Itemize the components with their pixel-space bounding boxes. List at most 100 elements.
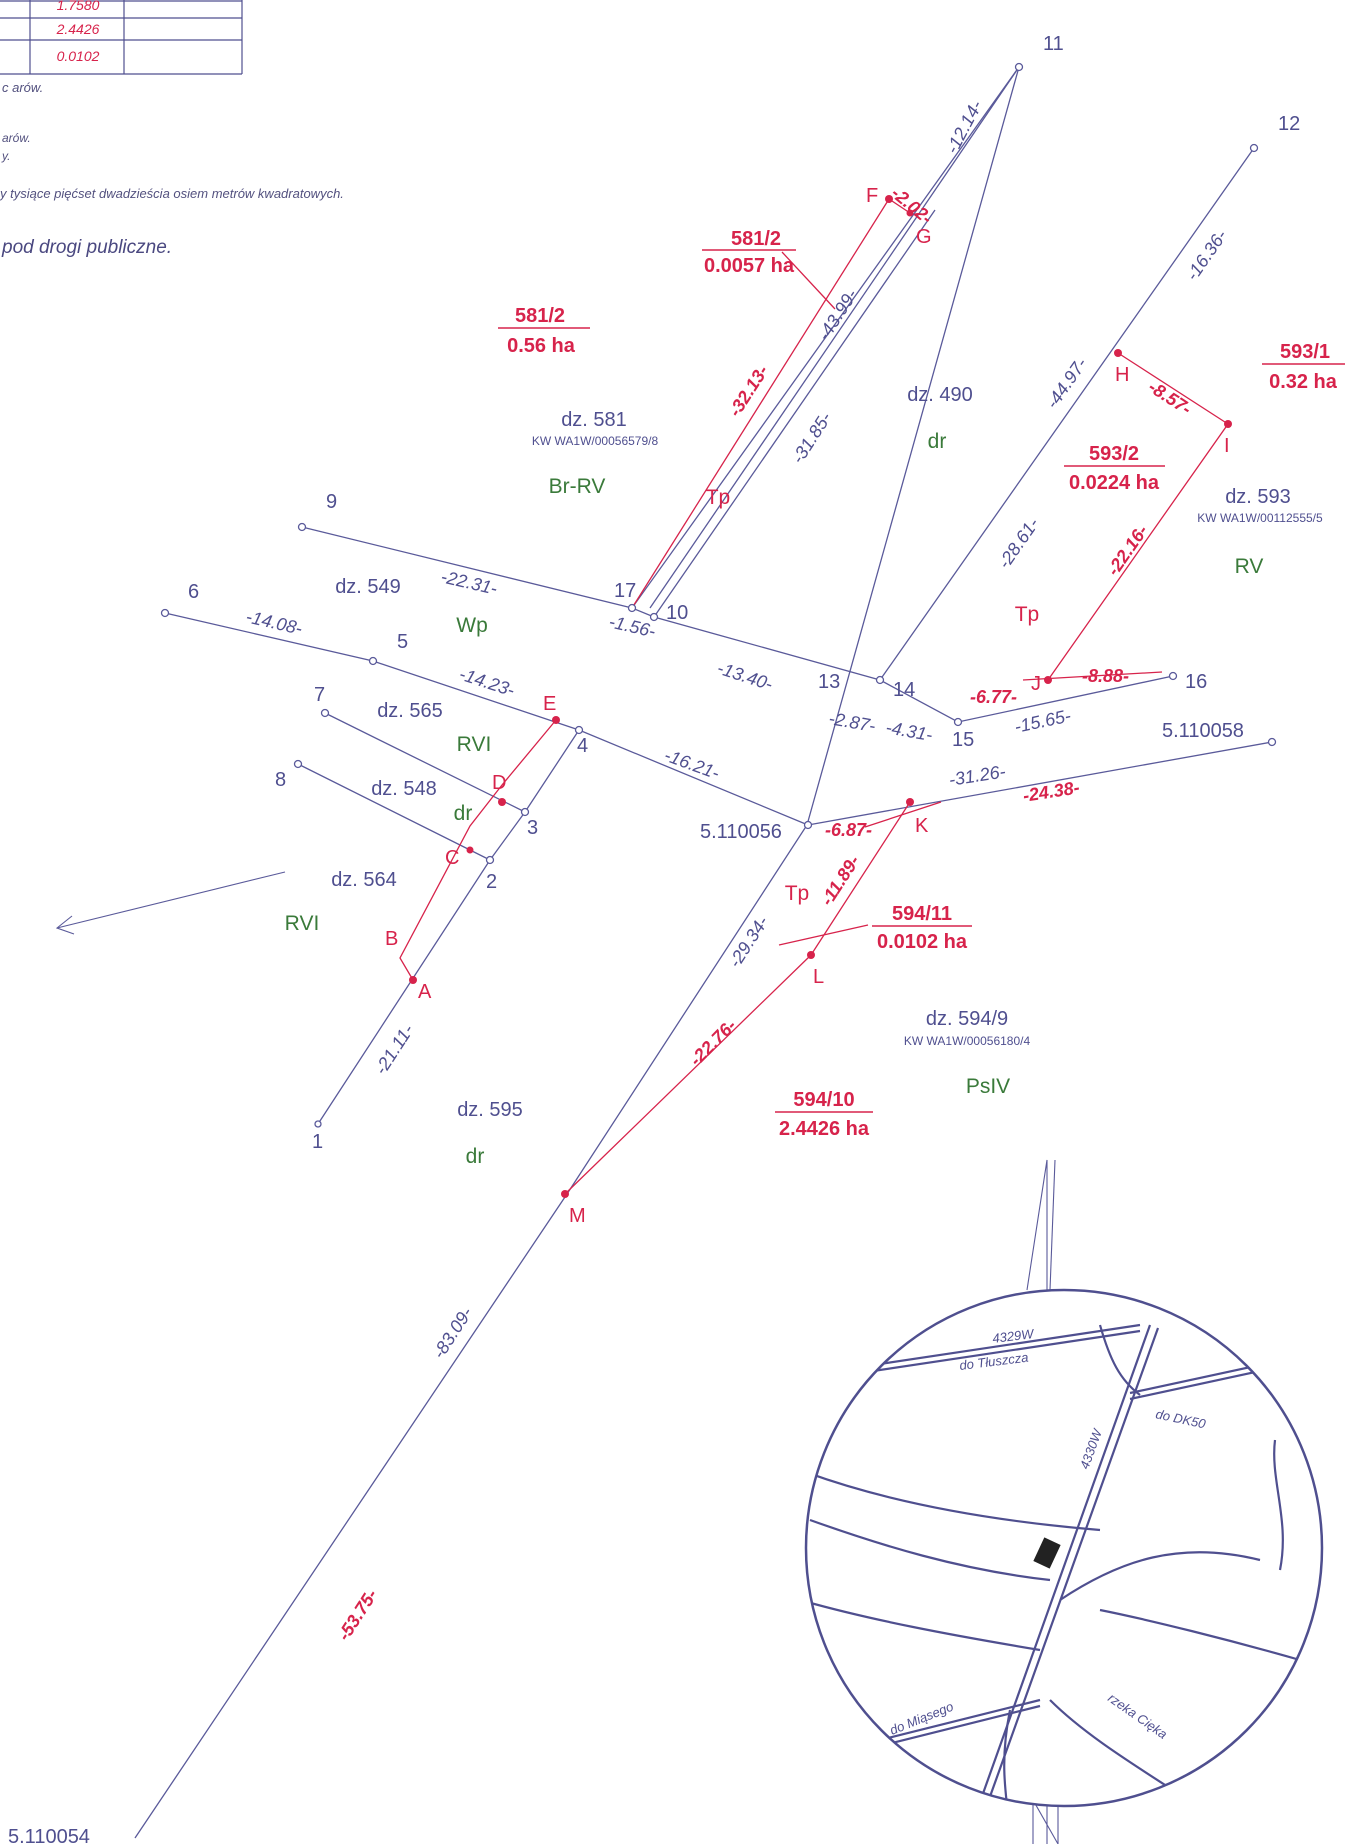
geodetic-point-label: 5.110056 [700,821,782,843]
distance-label: -4.31- [884,717,934,745]
parcel-number: 581/2 [515,305,565,327]
new-distance-label: -22.76- [686,1015,740,1069]
parcel-area: 0.32 ha [1269,371,1338,393]
table-value: 2.4426 [56,21,100,37]
distance-label: -12.14- [942,97,986,157]
new-distance-label: -6.77- [970,687,1017,707]
point-label: 15 [952,729,974,751]
survey-point [320,708,330,718]
land-class-label: RV [1235,555,1264,578]
distance-label: -21.11- [371,1021,418,1079]
new-point [885,195,893,203]
survey-point [160,608,170,618]
parcel-number: 594/11 [892,903,952,925]
land-class-label: Wp [456,614,488,637]
parcel-area: 0.0057 ha [704,255,795,277]
survey-point [1168,671,1178,681]
point-letter: L [813,966,824,988]
distance-label: -16.21- [662,745,722,783]
area-table [0,0,243,75]
distance-label: -83.09- [429,1303,477,1362]
lot-label: dz. 595 [457,1099,523,1121]
distance-label: -28.61- [994,514,1043,572]
new-point [1114,349,1122,357]
point-letter: C [445,847,459,869]
land-use-label: Tp [1015,603,1040,626]
survey-point [953,717,963,727]
new-point [807,951,815,959]
north-arrow [1026,1159,1059,1844]
point-letter: I [1224,435,1230,457]
point-label: 13 [818,671,840,693]
land-class-label: RVI [457,733,492,756]
note-line: y. [1,149,10,163]
survey-point [314,1120,322,1128]
table-value: 1.7580 [57,0,100,13]
distance-label: -22.31- [439,566,499,598]
new-distance-label: -24.38- [1021,777,1080,806]
point-letter: F [866,185,878,207]
new-point [906,209,914,217]
geodetic-point-label: 5.110054 [8,1826,90,1844]
parcel-number: 594/10 [793,1089,854,1111]
point-label: 11 [1043,33,1064,55]
survey-point [803,820,813,830]
new-distance-label: -11.89- [817,852,864,910]
distance-label: -31.85- [788,408,836,467]
new-distance-label: -6.87- [825,820,872,840]
land-class-label: Br-RV [549,475,606,498]
new-point [1224,420,1232,428]
distance-label: -44.97- [1042,354,1091,412]
survey-point [875,675,885,685]
point-label: 5 [397,631,408,653]
new-distance-label: -53.75- [334,1585,382,1644]
new-point [552,716,560,724]
note-line: pod drogi publiczne. [1,237,172,258]
lot-label: dz. 564 [331,869,397,891]
land-class-label: PsIV [966,1075,1010,1098]
new-point [498,798,506,806]
new-point [906,798,914,806]
new-points [409,195,1232,1198]
point-label: 12 [1278,113,1300,135]
lot-label: dz. 549 [335,576,401,598]
land-class-label: dr [466,1145,485,1168]
lot-label: dz. 548 [371,778,437,800]
road-label: 4329W [992,1326,1036,1346]
survey-point [1014,62,1024,72]
point-letter: M [569,1205,586,1227]
land-register-label: KW WA1W/00056180/4 [904,1034,1031,1048]
land-class-label: dr [928,430,947,453]
point-label: 9 [326,491,337,513]
point-letter: D [492,772,506,794]
point-label: 16 [1185,671,1207,693]
new-point [409,976,417,984]
point-label: 8 [275,769,286,791]
new-point [561,1190,569,1198]
lot-label: dz. 490 [907,384,973,406]
point-letter: G [916,226,932,248]
new-distance-label: -32.13- [725,361,773,420]
point-letter: A [418,981,432,1003]
survey-point [649,612,659,622]
point-letter: J [1031,673,1041,695]
land-class-label: dr [454,802,473,825]
new-distance-label: -8.57- [1145,377,1195,419]
survey-point [293,759,303,769]
survey-point [485,855,495,865]
land-use-label: Tp [785,882,810,905]
new-point [1044,676,1052,684]
new-distance-label: -2.02- [887,183,936,229]
point-label: 17 [614,580,636,602]
parcel-area: 0.0102 ha [877,931,968,953]
survey-point [627,603,637,613]
new-distance-label: -8.88- [1082,666,1129,686]
point-label: 1 [312,1131,323,1153]
survey-point [1249,143,1259,153]
table-value: 0.0102 [57,48,100,64]
survey-point [1267,737,1277,747]
point-label: 4 [577,735,588,757]
distance-label: -14.23- [457,664,517,701]
point-letter: H [1115,364,1129,386]
